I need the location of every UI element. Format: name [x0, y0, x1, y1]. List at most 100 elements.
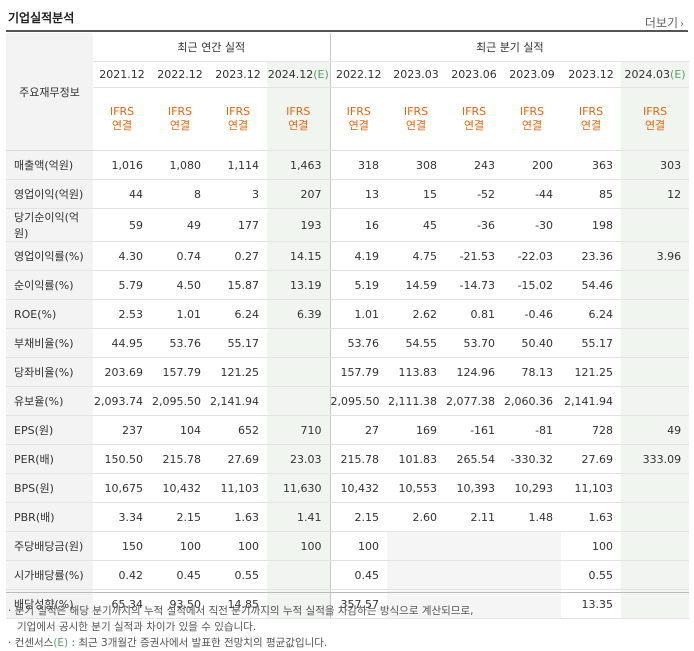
table-row: 주당배당금(원) 150 100 100 100 100 100	[6, 531, 690, 561]
table-cell: 5.19	[329, 270, 388, 300]
table-cell: -30	[503, 208, 562, 242]
row-label[interactable]: 시가배당률(%)	[6, 560, 93, 590]
period-label: 2023.12	[568, 68, 614, 81]
table-row: BPS(원) 10,675 10,432 11,103 11,630 10,432 10,5…	[6, 473, 690, 503]
table-cell: 710	[267, 415, 331, 445]
footnote-2-suffix: : 최근 3개월간 증권사에서 발표한 전망치의 평균값입니다.	[71, 637, 328, 649]
ifrs-label: IFRS	[519, 105, 545, 118]
row-label[interactable]: 당기순이익(억원)	[6, 208, 93, 242]
table-cell: 27.69	[209, 444, 267, 474]
table-cell	[445, 589, 504, 619]
row-label[interactable]: 매출액(억원)	[6, 150, 93, 180]
row-label[interactable]: 영업이익(억원)	[6, 179, 93, 209]
table-cell: 2.53	[93, 299, 151, 329]
table-cell: 0.45	[151, 560, 209, 590]
row-label[interactable]: 순이익률(%)	[6, 270, 93, 300]
table-cell: -161	[445, 415, 504, 445]
table-cell	[621, 208, 690, 242]
ifrs-consolidated-label: 연결	[405, 119, 427, 132]
table-cell: 14.15	[267, 241, 331, 271]
table-cell: 193	[267, 208, 331, 242]
table-cell: 4.50	[151, 270, 209, 300]
row-label[interactable]: ROE(%)	[6, 299, 93, 329]
table-cell: 3.96	[621, 241, 690, 271]
table-cell: -44	[503, 179, 562, 209]
ifrs-header[interactable]: IFRS 연결	[621, 87, 690, 151]
table-row: PER(배) 150.50 215.78 27.69 23.03 215.78 101.83…	[6, 444, 690, 474]
table-cell: 1,016	[93, 150, 151, 180]
table-cell: 0.45	[329, 560, 388, 590]
table-cell: -14.73	[445, 270, 504, 300]
ifrs-header[interactable]: IFRS 연결	[329, 87, 388, 151]
table-cell: 5.79	[93, 270, 151, 300]
row-label[interactable]: 영업이익률(%)	[6, 241, 93, 271]
row-label[interactable]: 주당배당금(원)	[6, 531, 93, 561]
row-label[interactable]: PBR(배)	[6, 502, 93, 532]
table-cell: 0.55	[561, 560, 622, 590]
table-cell: 11,103	[561, 473, 622, 503]
ifrs-header[interactable]: IFRS 연결	[93, 87, 151, 151]
table-cell: 169	[387, 415, 446, 445]
table-cell: 308	[387, 150, 446, 180]
ifrs-header[interactable]: IFRS 연결	[209, 87, 267, 151]
more-link[interactable]: 더보기 ›	[645, 14, 684, 31]
table-cell: 15.87	[209, 270, 267, 300]
table-cell: 11,630	[267, 473, 331, 503]
table-cell: 265.54	[445, 444, 504, 474]
ifrs-header[interactable]: IFRS 연결	[267, 87, 331, 151]
table-cell: 27.69	[561, 444, 622, 474]
row-label[interactable]: PER(배)	[6, 444, 93, 474]
table-cell	[445, 531, 504, 561]
estimate-marker: (E)	[670, 68, 686, 81]
row-label[interactable]: 부채비율(%)	[6, 328, 93, 358]
table-cell: 2.15	[151, 502, 209, 532]
table-cell: 1.63	[561, 502, 622, 532]
period-header: 2024.12(E)	[267, 61, 331, 88]
row-label[interactable]: BPS(원)	[6, 473, 93, 503]
table-cell	[621, 299, 690, 329]
row-label[interactable]: 유보율(%)	[6, 386, 93, 416]
footnote-1-text: 분기 실적은 해당 분기까지의 누적 실적에서 직전 분기까지의 누적 실적을 …	[14, 605, 474, 617]
ifrs-label: IFRS	[461, 105, 487, 118]
period-label: 2022.12	[157, 68, 203, 81]
ifrs-header[interactable]: IFRS 연결	[445, 87, 504, 151]
ifrs-header[interactable]: IFRS 연결	[151, 87, 209, 151]
table-cell: 59	[93, 208, 151, 242]
period-header: 2023.12	[209, 61, 267, 88]
table-row: 당좌비율(%) 203.69 157.79 121.25 157.79 113.83 124…	[6, 357, 690, 387]
table-cell: 50.40	[503, 328, 562, 358]
period-header: 2023.06	[445, 61, 504, 88]
ifrs-header[interactable]: IFRS 연결	[387, 87, 446, 151]
table-cell: 150	[93, 531, 151, 561]
table-cell: -22.03	[503, 241, 562, 271]
table-cell: 1,114	[209, 150, 267, 180]
ifrs-header[interactable]: IFRS 연결	[561, 87, 622, 151]
row-label[interactable]: EPS(원)	[6, 415, 93, 445]
row-head-label: 주요재무정보	[6, 33, 93, 151]
table-cell: 12	[621, 179, 690, 209]
footnote-2-e: (E)	[53, 637, 69, 649]
table-cell: 10,432	[151, 473, 209, 503]
table-cell: 215.78	[329, 444, 388, 474]
period-label: 2024.03	[624, 68, 671, 81]
period-label: 2023.09	[509, 68, 555, 81]
table-cell: 207	[267, 179, 331, 209]
ifrs-label: IFRS	[167, 105, 193, 118]
table-cell: 14.85	[209, 589, 267, 619]
table-cell: 13.19	[267, 270, 331, 300]
period-label: 2023.03	[393, 68, 439, 81]
table-bottom-border	[6, 592, 689, 593]
row-label[interactable]: 당좌비율(%)	[6, 357, 93, 387]
table-row: 시가배당률(%) 0.42 0.45 0.55 0.45 0.55	[6, 560, 690, 590]
quarter-group-header: 최근 분기 실적	[329, 33, 690, 62]
table-cell: 3.34	[93, 502, 151, 532]
table-cell: 4.30	[93, 241, 151, 271]
row-label[interactable]: 배당성향(%)	[6, 589, 93, 619]
table-cell	[621, 531, 690, 561]
table-cell: 3	[209, 179, 267, 209]
footnote-1b: 기업에서 공시한 분기 실적과 차이가 있을 수 있습니다.	[17, 621, 257, 633]
table-cell: 93.50	[151, 589, 209, 619]
ifrs-header[interactable]: IFRS 연결	[503, 87, 562, 151]
table-cell: -52	[445, 179, 504, 209]
ifrs-consolidated-label: 연결	[348, 119, 369, 132]
